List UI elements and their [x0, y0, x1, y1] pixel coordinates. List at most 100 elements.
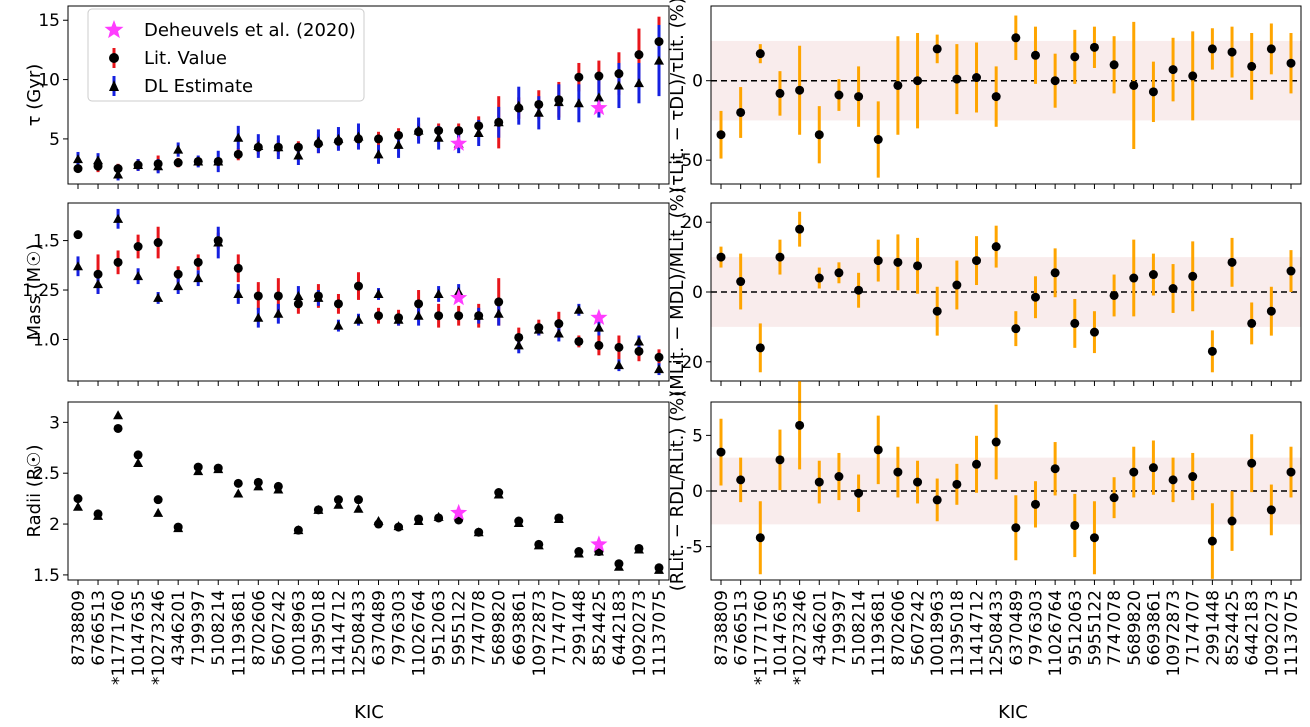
- diff-point: [1227, 257, 1237, 267]
- x-tick-label: 12508433: [349, 590, 369, 677]
- x-tick-label: 4346201: [169, 590, 189, 666]
- x-tick-label: 11193681: [229, 590, 249, 677]
- lit-point: [353, 281, 363, 291]
- dl-point: [433, 288, 444, 298]
- diff-point: [952, 74, 962, 84]
- x-tick-label: 7199397: [830, 590, 850, 666]
- dl-point: [133, 160, 144, 170]
- x-tick-label: *11771760: [109, 590, 129, 685]
- dl-point: [153, 507, 164, 517]
- y-tick-label: -5: [686, 538, 703, 558]
- x-tick-label: 2991448: [1203, 590, 1223, 666]
- y-tick-label: 2: [49, 515, 60, 535]
- panel-age-diff: -50 0(τLit. − τDL)/τLit. (%): [667, 0, 1302, 193]
- diff-point: [1030, 499, 1040, 509]
- x-tick-label: 7976303: [1026, 590, 1046, 666]
- dl-point: [473, 127, 484, 137]
- x-tick-label: 11137075: [1282, 590, 1302, 677]
- x-tick-label: 8702606: [889, 590, 909, 666]
- diff-point: [1188, 472, 1198, 482]
- x-tick-label: 10018963: [928, 590, 948, 677]
- diff-point: [991, 242, 1001, 252]
- dl-point: [473, 527, 484, 537]
- lit-point: [133, 242, 143, 252]
- lit-point: [113, 257, 123, 267]
- lit-point: [113, 423, 123, 433]
- deheuvels-point: [450, 134, 468, 151]
- diff-point: [795, 224, 805, 234]
- axes-frame: [67, 401, 670, 581]
- x-tick-label: 10018963: [289, 590, 309, 677]
- lit-point: [253, 291, 263, 301]
- y-tick-label: 0: [692, 283, 703, 303]
- diff-point: [1129, 80, 1139, 90]
- diff-point: [775, 88, 785, 98]
- x-tick-label: 5689820: [1125, 590, 1145, 666]
- dl-point: [193, 273, 204, 283]
- x-tick-label: 10972873: [1164, 590, 1184, 677]
- legend: Deheuvels et al. (2020) Lit. Value DL Es…: [87, 8, 365, 102]
- diff-point: [972, 73, 982, 83]
- x-tick-label: 6442183: [610, 590, 630, 666]
- panel-radius: 1.5 2 2.5 3 8738809 6766513 *11771760 10147635 *…: [24, 401, 670, 685]
- lit-point: [434, 126, 444, 136]
- axes-frame: [67, 5, 670, 185]
- lit-point: [614, 342, 624, 352]
- dl-point: [173, 144, 184, 154]
- diff-point: [1129, 273, 1139, 283]
- x-axis-label-right: KIC: [998, 702, 1028, 723]
- x-tick-label: 6442183: [1243, 590, 1263, 666]
- dl-point: [333, 320, 344, 330]
- dl-point: [513, 340, 524, 350]
- dl-point: [73, 261, 83, 271]
- dl-point: [313, 292, 324, 302]
- diff-point: [775, 455, 785, 465]
- x-tick-label: *11771760: [751, 590, 771, 685]
- lit-point: [153, 238, 163, 248]
- dl-point: [533, 107, 544, 117]
- legend-dl-label: DL Estimate: [144, 76, 253, 97]
- x-tick-label: 7747078: [470, 590, 490, 666]
- dl-point: [113, 169, 124, 179]
- lit-point: [414, 299, 424, 309]
- dl-point: [193, 156, 204, 166]
- diff-point: [1207, 44, 1217, 54]
- lit-point: [233, 149, 243, 159]
- diff-point: [854, 285, 864, 295]
- dl-point: [493, 308, 504, 318]
- lit-point: [614, 69, 624, 79]
- x-tick-label: *10273246: [149, 590, 169, 685]
- dl-point: [573, 98, 584, 108]
- dl-point: [213, 464, 224, 474]
- dl-point: [153, 161, 164, 171]
- dl-point: [373, 288, 384, 298]
- dl-point: [593, 322, 604, 332]
- lit-point: [353, 495, 363, 505]
- legend-dl-marker: [109, 80, 119, 91]
- diff-point: [1266, 306, 1276, 316]
- x-tick-label: 11026764: [410, 590, 430, 677]
- y-tick-label: 3: [49, 413, 60, 433]
- dl-point: [393, 521, 404, 531]
- lit-point: [534, 99, 544, 109]
- dl-point: [613, 360, 624, 370]
- diff-point: [873, 135, 883, 144]
- dl-point: [633, 336, 644, 346]
- dl-point: [253, 481, 264, 491]
- y-axis-label: (RLit. − RDL/RLit.) (%): [667, 391, 688, 592]
- diff-point: [972, 459, 982, 469]
- x-tick-label: 5607242: [909, 590, 929, 666]
- x-tick-label: 11395018: [309, 590, 329, 677]
- lit-point: [634, 50, 644, 60]
- diff-point: [795, 85, 805, 95]
- x-tick-label: *10273246: [791, 590, 811, 685]
- dl-point: [533, 540, 544, 550]
- diff-point: [1188, 271, 1198, 281]
- x-tick-label: 8702606: [249, 590, 269, 666]
- diff-point: [834, 90, 844, 100]
- lit-point: [654, 352, 664, 362]
- diff-point: [1286, 58, 1296, 68]
- dl-point: [633, 544, 644, 554]
- diff-point: [755, 533, 765, 543]
